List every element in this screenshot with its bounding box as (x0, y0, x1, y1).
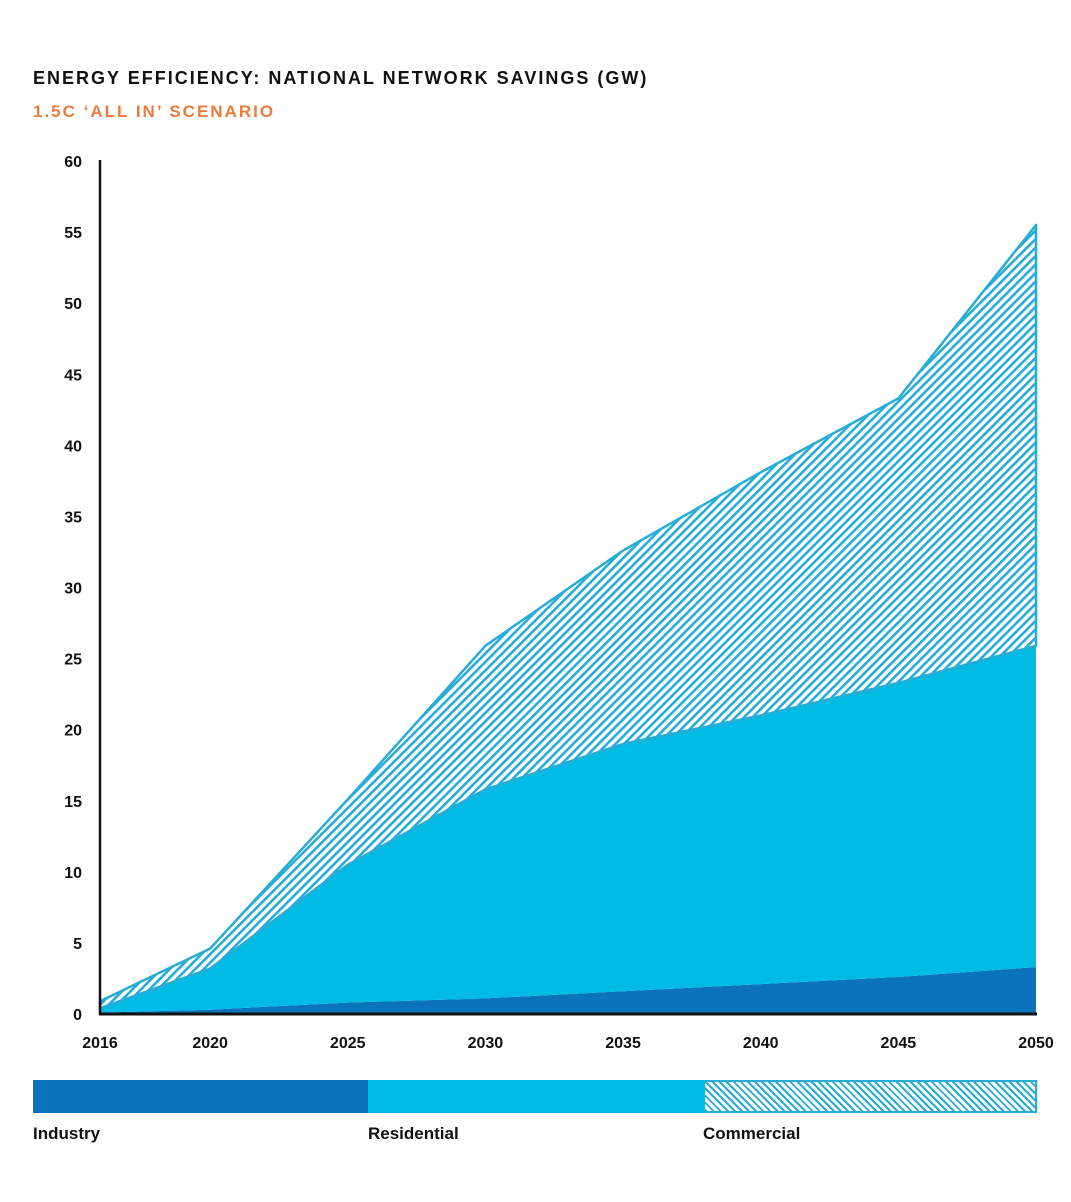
chart-subtitle: 1.5C ‘ALL IN’ SCENARIO (33, 102, 276, 121)
x-tick-label: 2016 (82, 1035, 118, 1052)
y-tick-label: 25 (64, 652, 82, 669)
x-tick-label: 2045 (881, 1035, 917, 1052)
y-tick-label: 50 (64, 296, 82, 313)
y-tick-label: 20 (64, 723, 82, 740)
legend-swatch-commercial (703, 1080, 1037, 1113)
y-tick-label: 0 (73, 1007, 82, 1024)
chart-title: ENERGY EFFICIENCY: NATIONAL NETWORK SAVI… (33, 68, 649, 88)
x-tick-label: 2035 (605, 1035, 641, 1052)
legend-label-commercial: Commercial (703, 1124, 801, 1143)
axes (98, 160, 1037, 1016)
area-residential (100, 645, 1036, 1013)
x-tick-label: 2030 (468, 1035, 504, 1052)
y-tick-label: 15 (64, 794, 82, 811)
legend (33, 1080, 1037, 1114)
y-tick-label: 5 (73, 936, 82, 953)
legend-label-industry: Industry (33, 1124, 101, 1143)
legend-swatch-residential (368, 1080, 703, 1113)
y-tick-labels: 0 5 10 15 20 25 30 35 40 45 50 55 60 (64, 154, 82, 1024)
area-industry (100, 967, 1036, 1014)
y-tick-label: 60 (64, 154, 82, 171)
y-tick-label: 10 (64, 865, 82, 882)
y-tick-label: 30 (64, 581, 82, 598)
y-tick-label: 35 (64, 509, 82, 526)
y-tick-label: 55 (64, 225, 82, 242)
area-commercial (98, 223, 1038, 1010)
x-tick-labels: 2016 2020 2025 2030 2035 2040 2045 2050 (82, 1035, 1054, 1052)
area-layers (98, 223, 1038, 1014)
y-tick-label: 40 (64, 438, 82, 455)
y-tick-label: 45 (64, 367, 82, 384)
legend-swatch-industry (33, 1080, 368, 1113)
x-tick-label: 2025 (330, 1035, 366, 1052)
x-tick-label: 2020 (192, 1035, 228, 1052)
legend-label-residential: Residential (368, 1124, 459, 1143)
x-tick-label: 2050 (1018, 1035, 1054, 1052)
x-tick-label: 2040 (743, 1035, 779, 1052)
